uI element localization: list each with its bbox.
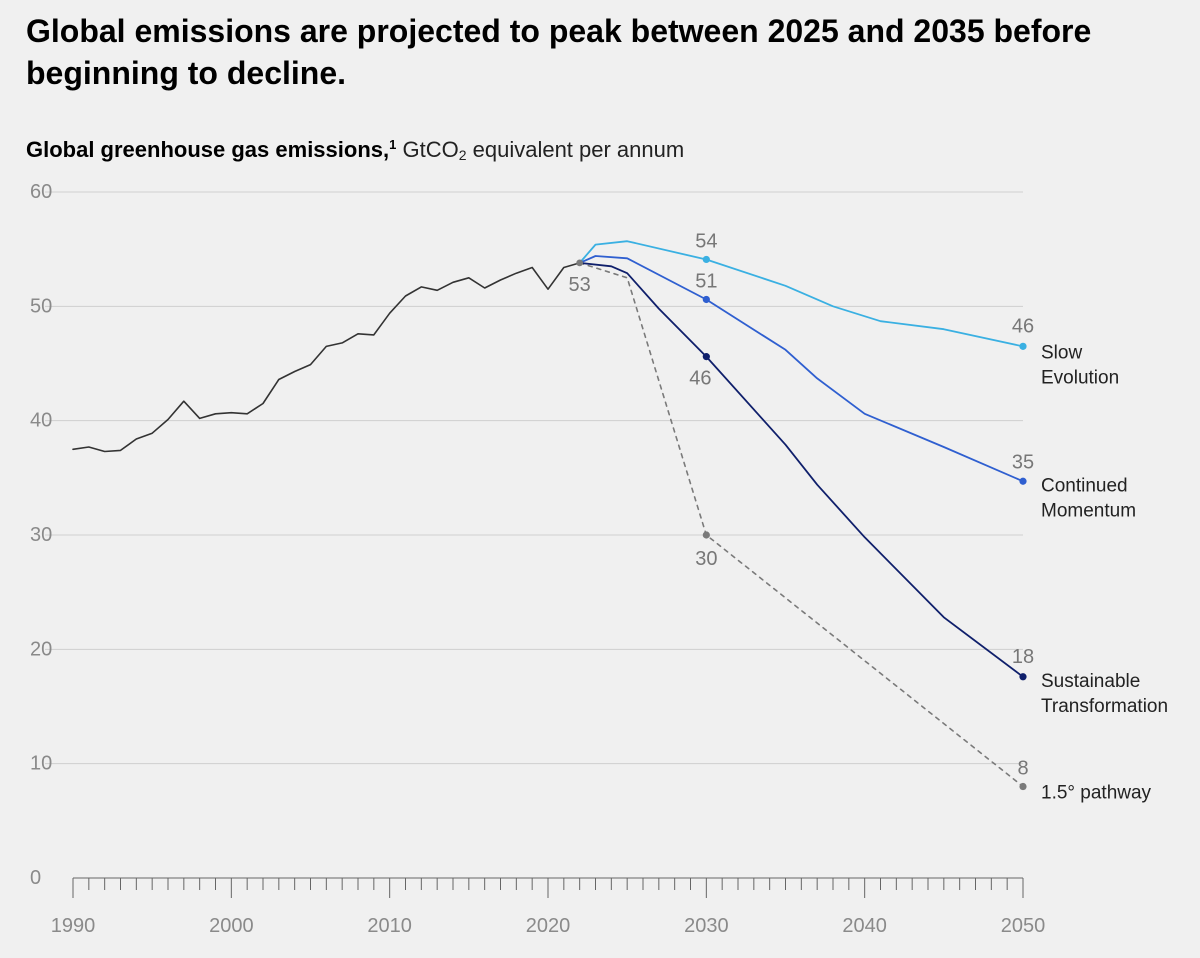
x-tick-label-2000: 2000 — [209, 915, 254, 937]
data-point-projection-start — [576, 259, 584, 267]
y-tick-label-10: 10 — [30, 753, 52, 775]
data-label-continued-momentum-2050: 35 — [1012, 451, 1034, 473]
subtitle-unit-prefix: GtCO — [402, 137, 459, 162]
series-label-slow-evolution: Slow — [1041, 342, 1082, 363]
data-point-slow-evolution-2050 — [1019, 342, 1027, 350]
chart-headline: Global emissions are projected to peak b… — [26, 13, 1092, 91]
series-label-slow-evolution: Evolution — [1041, 367, 1119, 388]
chart-subtitle: Global greenhouse gas emissions,1 GtCO2 … — [26, 130, 684, 170]
subtitle-unit-subscript: 2 — [458, 147, 467, 163]
footnote-marker: 1 — [389, 137, 397, 152]
data-label-sustainable-transformation-2050: 18 — [1012, 646, 1034, 668]
series-line-continued-momentum — [578, 255, 1024, 483]
series-line-slow-evolution — [578, 240, 1024, 348]
series-label-1-5-pathway: 1.5° pathway — [1041, 783, 1152, 804]
data-label-continued-momentum-2030: 51 — [695, 270, 717, 292]
series-line-sustainable-transformation — [578, 261, 1024, 678]
data-label-projection-start: 53 — [569, 274, 591, 296]
subtitle-unit-suffix: equivalent per annum — [466, 137, 685, 162]
data-point-1-5-pathway-2030 — [702, 531, 710, 539]
x-tick-label-2040: 2040 — [842, 915, 887, 937]
series-label-sustainable-transformation: Sustainable — [1041, 671, 1140, 692]
series-label-continued-momentum: Continued — [1041, 475, 1128, 496]
x-tick-label-2020: 2020 — [526, 915, 571, 937]
data-label-1-5-pathway-2050: 8 — [1017, 758, 1028, 780]
data-label-1-5-pathway-2030: 30 — [695, 548, 717, 570]
series-line-historical — [72, 262, 581, 453]
data-point-1-5-pathway-2050 — [1019, 782, 1027, 791]
x-tick-label-2050: 2050 — [1001, 915, 1046, 937]
data-point-continued-momentum-2030 — [702, 295, 710, 304]
y-tick-label-30: 30 — [30, 524, 52, 546]
data-point-sustainable-transformation-2050 — [1019, 673, 1027, 681]
y-tick-label-0: 0 — [30, 867, 41, 889]
data-label-sustainable-transformation-2030: 46 — [689, 368, 711, 390]
x-tick-label-2010: 2010 — [367, 915, 412, 937]
data-point-slow-evolution-2030 — [702, 255, 710, 264]
y-tick-label-20: 20 — [30, 638, 52, 660]
series-label-sustainable-transformation: Transformation — [1041, 696, 1168, 717]
x-tick-label-1990: 1990 — [51, 915, 96, 937]
data-point-continued-momentum-2050 — [1019, 477, 1027, 485]
series-line-1-5-pathway — [578, 262, 1024, 788]
subtitle-bold: Global greenhouse gas emissions, — [26, 137, 390, 162]
y-tick-label-50: 50 — [30, 295, 52, 317]
y-tick-label-60: 60 — [30, 181, 52, 203]
data-label-slow-evolution-2030: 54 — [695, 230, 717, 252]
series-label-continued-momentum: Momentum — [1041, 500, 1136, 521]
x-tick-label-2030: 2030 — [684, 915, 729, 937]
data-point-sustainable-transformation-2030 — [702, 353, 710, 361]
y-tick-label-40: 40 — [30, 410, 52, 432]
data-label-slow-evolution-2050: 46 — [1012, 315, 1034, 337]
